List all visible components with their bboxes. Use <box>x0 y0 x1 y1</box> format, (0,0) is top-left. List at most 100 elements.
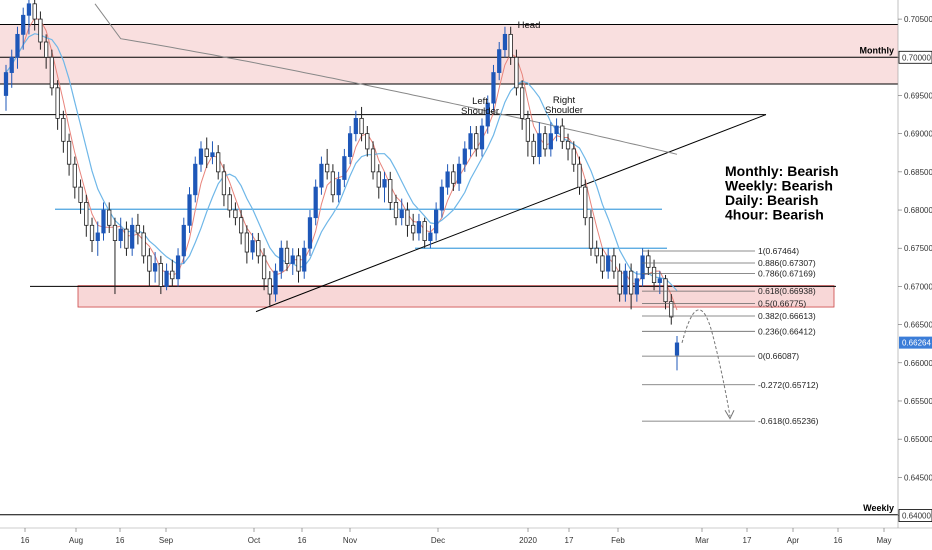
projection-arrowhead <box>724 409 735 420</box>
candle-body <box>290 255 295 264</box>
y-tick-label-5: 0.68000 <box>904 206 932 215</box>
candle-body <box>55 87 60 119</box>
candle-body <box>319 163 324 188</box>
trendlines <box>255 114 767 313</box>
candle-body <box>273 270 278 295</box>
price-tag-label: 0.66264 <box>902 339 931 348</box>
ma-slow-line <box>94 3 678 155</box>
candle-body <box>422 221 427 241</box>
candle-body <box>399 209 404 219</box>
candle-body <box>3 72 9 96</box>
candle-body <box>158 263 163 287</box>
candle-body <box>646 255 651 268</box>
x-tick-label-11: Mar <box>695 536 709 545</box>
annotation-2-line1: Right <box>553 95 576 106</box>
fib-label-2: 0.786(0.67169) <box>758 269 816 279</box>
fib-label-4: 0.5(0.66775) <box>758 299 806 309</box>
candle-body <box>365 133 370 150</box>
candle-body <box>141 232 146 257</box>
y-tick-label-3: 0.69000 <box>904 130 932 139</box>
candle-body <box>411 224 416 234</box>
x-tick-label-14: 16 <box>834 536 843 545</box>
candle-body <box>256 240 261 257</box>
candle-body <box>353 117 358 135</box>
zone-band-0 <box>0 24 898 85</box>
candle-body <box>525 117 531 142</box>
candle-body <box>107 209 112 226</box>
candle-body <box>674 342 680 356</box>
price-tag-box <box>899 336 932 349</box>
candle-body <box>491 72 496 104</box>
candle-body <box>634 278 639 295</box>
candle-body <box>330 171 336 196</box>
zones: Monthly Weekly <box>0 23 898 516</box>
candle-body <box>565 140 571 150</box>
projection-path <box>681 309 731 417</box>
y-tick-label-0: 0.70500 <box>904 15 932 24</box>
candle-body <box>462 148 467 165</box>
fib-label-3: 0.618(0.66938) <box>758 286 816 296</box>
level-tag-box-0 <box>898 50 932 64</box>
x-tick-label-3: Sep <box>159 536 174 545</box>
candle-body <box>474 133 479 150</box>
candle-body <box>302 247 307 272</box>
candle-body <box>164 270 169 287</box>
candle-body <box>78 186 83 203</box>
candle-body <box>617 270 622 295</box>
candle-body <box>124 228 129 249</box>
candle-body <box>336 179 341 196</box>
candle-body <box>439 186 444 211</box>
candle-body <box>187 194 192 226</box>
candle-body <box>216 152 221 173</box>
candle-body <box>485 102 490 127</box>
x-tick-label-15: May <box>876 536 891 545</box>
candle-body <box>531 140 536 157</box>
candle-body <box>359 117 364 135</box>
level-tag-label-1: 0.64000 <box>902 512 931 521</box>
ma-fast-line <box>5 17 678 311</box>
annotation-1-line1: Left <box>472 96 488 107</box>
candle-body <box>542 133 548 150</box>
x-tick-label-2: 16 <box>116 536 125 545</box>
candle-body <box>38 18 43 43</box>
candle-body <box>170 270 175 280</box>
candle-body <box>204 148 209 157</box>
candle-body <box>221 171 227 196</box>
candle-body <box>451 171 456 184</box>
candle-body <box>15 33 20 58</box>
fib-label-7: 0(0.66087) <box>758 351 799 361</box>
y-tick-label-6: 0.67500 <box>904 244 932 253</box>
fib-label-0: 1(0.67464) <box>758 246 799 256</box>
candle-body <box>84 201 89 226</box>
candle-body <box>347 133 353 157</box>
candle-body <box>405 209 410 226</box>
candle-body <box>112 224 118 241</box>
candle-body <box>577 163 582 188</box>
candle-body <box>640 255 645 280</box>
candle-body <box>554 125 559 135</box>
candle-body <box>663 278 668 303</box>
zone-label-1: Weekly <box>863 503 894 513</box>
candle-body <box>66 140 72 165</box>
candle-body <box>244 232 249 253</box>
candle-body <box>560 125 565 142</box>
candle-body <box>669 301 674 318</box>
candle-body <box>445 171 450 188</box>
candle-body <box>261 255 267 280</box>
x-tick-label-8: 2020 <box>519 536 537 545</box>
candle-body <box>583 186 588 219</box>
candle-body <box>313 186 318 219</box>
y-axis-background <box>898 0 932 550</box>
summary-line-0: Monthly: Bearish <box>725 163 839 179</box>
fib-label-1: 0.886(0.67307) <box>758 258 816 268</box>
y-axis: 0.70500 0.70000 0.69500 0.69000 0.68500 0.680… <box>897 0 932 550</box>
candle-body <box>233 209 238 219</box>
y-tick-label-11: 0.65000 <box>904 435 932 444</box>
candle-body <box>95 232 100 241</box>
candle-body <box>416 221 422 234</box>
x-tick-label-12: 17 <box>743 536 752 545</box>
x-tick-label-13: Apr <box>787 536 800 545</box>
candle-body <box>623 270 628 295</box>
